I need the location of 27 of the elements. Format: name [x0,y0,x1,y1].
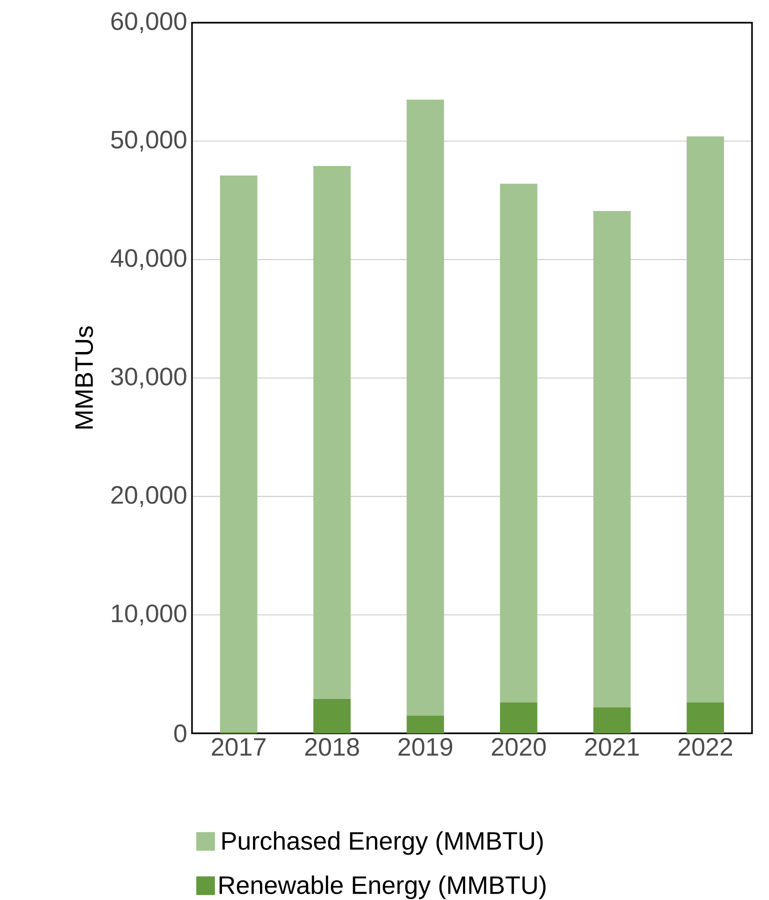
bar [593,707,631,734]
y-tick-label: 10,000 [112,604,186,626]
bar [593,210,631,708]
bar [220,175,258,732]
bar [686,702,724,734]
y-tick-label: 60,000 [111,12,186,34]
legend-label: Renewable Energy (MMBTU) [220,876,546,900]
bar [500,184,538,703]
bar [500,702,538,734]
x-tick-label: 2017 [212,738,266,756]
y-tick-label: 50,000 [111,130,186,152]
x-tick-label: 2020 [492,738,546,756]
bar [406,100,444,716]
x-tick-label: 2018 [305,738,359,756]
y-tick-label: 0 [174,724,186,742]
x-tick-label: 2022 [678,738,732,756]
y-tick-label: 40,000 [110,249,186,270]
bar [313,698,351,734]
legend-label: Purchased Energy (MMBTU) [222,831,543,855]
bar [313,166,351,699]
bar [406,716,444,734]
x-tick-label: 2019 [398,738,452,756]
y-axis-title: MMBTUs [75,326,93,429]
y-tick-label: 30,000 [111,368,186,388]
bar [686,136,724,703]
x-tick-label: 2021 [585,738,639,756]
y-tick-label: 20,000 [111,486,186,507]
